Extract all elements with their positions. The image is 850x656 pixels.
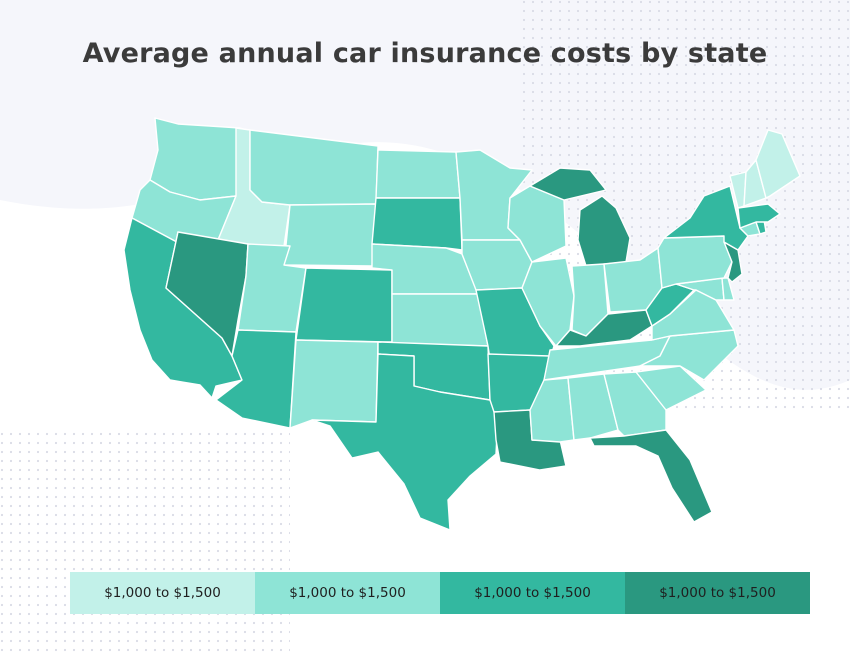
- state-south-carolina[interactable]: South Carolina: [635, 365, 707, 411]
- state-florida[interactable]: Florida: [589, 429, 713, 523]
- state-wyoming[interactable]: Wyoming: [283, 203, 377, 267]
- state-massachusetts[interactable]: Massachusetts: [737, 203, 781, 229]
- legend-item-tier-1: $1,000 to $1,500: [70, 572, 255, 614]
- legend: $1,000 to $1,500 $1,000 to $1,500 $1,000…: [70, 572, 810, 614]
- state-colorado[interactable]: Colorado: [295, 267, 393, 343]
- dot-pattern-bottom-left: [0, 430, 290, 656]
- state-north-carolina[interactable]: North Carolina: [639, 329, 739, 381]
- state-michigan[interactable]: Michigan: [529, 167, 631, 267]
- legend-item-tier-4: $1,000 to $1,500: [625, 572, 810, 614]
- legend-label: $1,000 to $1,500: [474, 585, 591, 601]
- state-new-mexico[interactable]: New Mexico: [289, 339, 379, 429]
- state-north-dakota[interactable]: North Dakota: [375, 149, 461, 199]
- legend-item-tier-3: $1,000 to $1,500: [440, 572, 625, 614]
- state-maine[interactable]: Maine: [755, 129, 801, 199]
- state-alabama[interactable]: Alabama: [567, 373, 619, 441]
- legend-label: $1,000 to $1,500: [659, 585, 776, 601]
- state-texas[interactable]: Texas: [311, 353, 499, 531]
- state-iowa[interactable]: Iowa: [461, 239, 533, 291]
- state-kansas[interactable]: Kansas: [391, 293, 489, 347]
- legend-label: $1,000 to $1,500: [289, 585, 406, 601]
- state-south-dakota[interactable]: South Dakota: [371, 197, 463, 251]
- state-washington[interactable]: Washington: [149, 117, 248, 201]
- map-title: Average annual car insurance costs by st…: [82, 38, 768, 69]
- legend-item-tier-2: $1,000 to $1,500: [255, 572, 440, 614]
- legend-label: $1,000 to $1,500: [104, 585, 221, 601]
- state-montana[interactable]: Montana: [249, 129, 379, 206]
- state-delaware[interactable]: Delaware: [721, 277, 735, 301]
